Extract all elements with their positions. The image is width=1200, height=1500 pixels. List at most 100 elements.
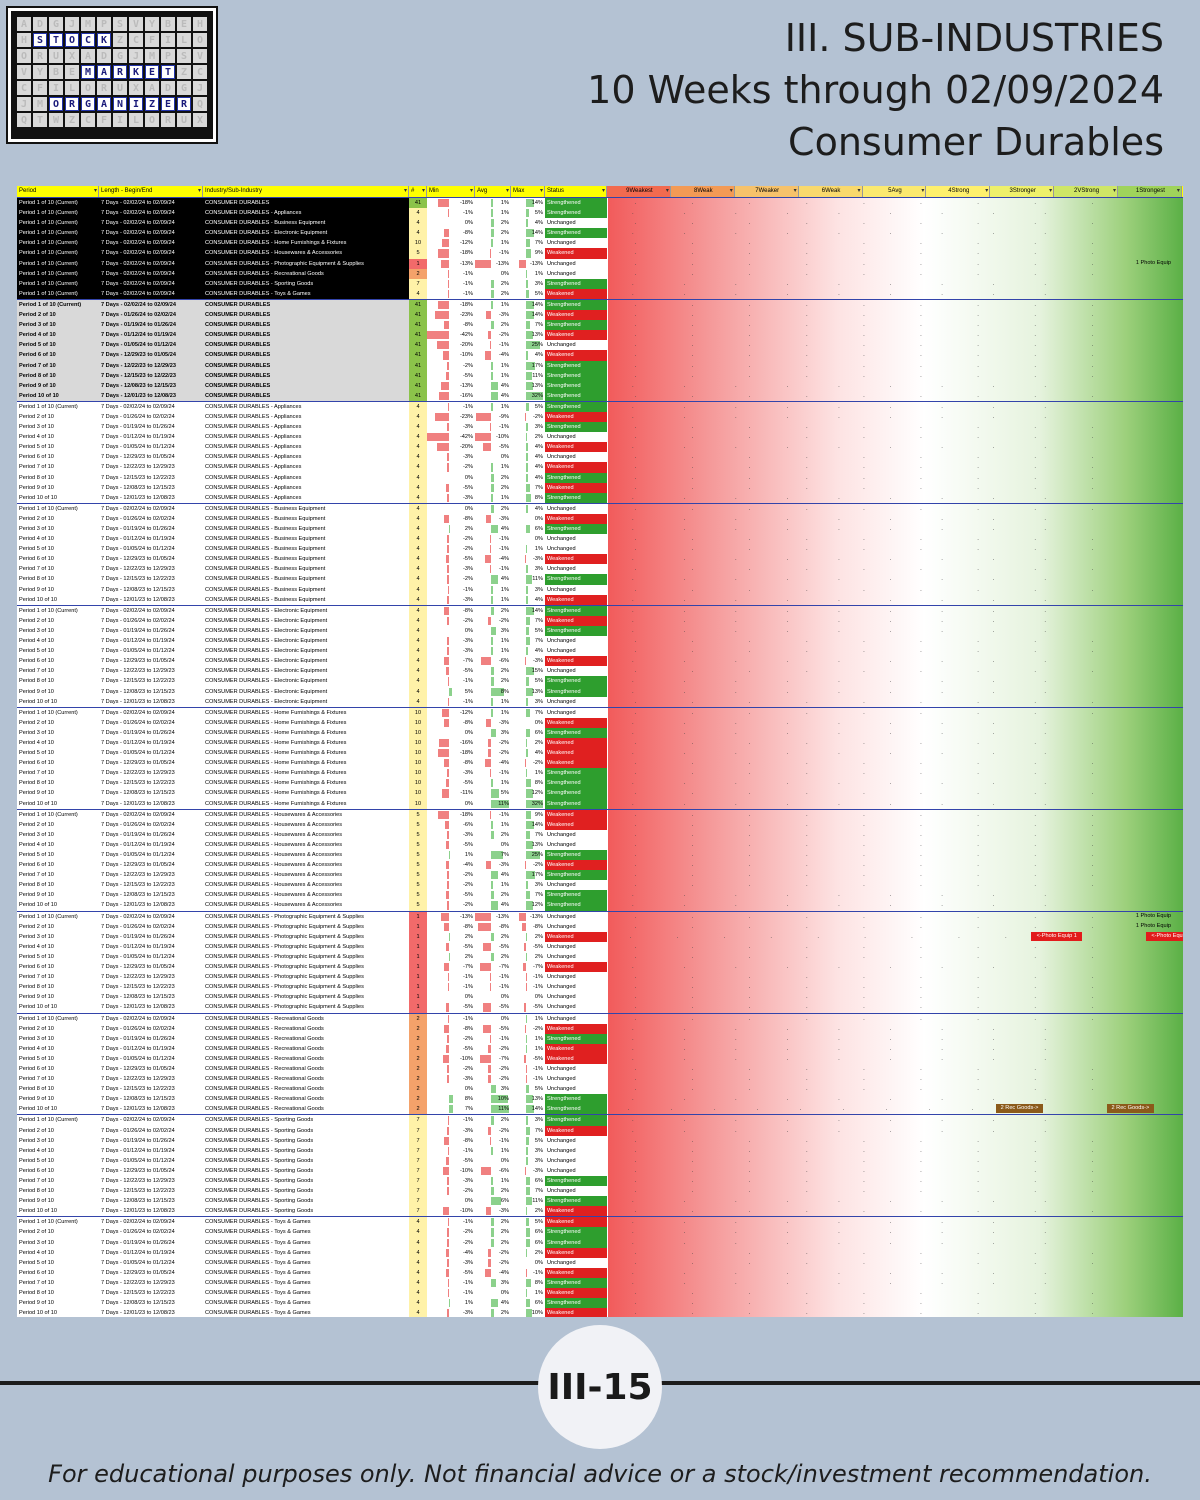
col-max-header[interactable]: Max <box>511 186 545 197</box>
bin-placeholder: . <box>992 688 995 695</box>
max-cell: 3% <box>511 585 545 595</box>
status-cell: Unchanged <box>545 941 607 952</box>
bin-placeholder: . <box>1091 1188 1094 1195</box>
table-row: Period 8 of 10 7 Days - 12/15/23 to 12/22… <box>17 880 1183 891</box>
col-5avg-header[interactable]: 5Avg <box>862 186 927 197</box>
avg-cell-value: 1% <box>500 638 509 645</box>
min-cell: -3% <box>427 1308 475 1317</box>
min-cell: -2% <box>427 1186 475 1196</box>
bin-cell: . <box>778 1248 835 1258</box>
bin-cell: . <box>1064 310 1121 320</box>
max-cell: 7% <box>511 238 545 248</box>
bin-placeholder: . <box>805 1310 808 1317</box>
bin-cell: . <box>1019 402 1071 412</box>
col-count-header[interactable]: # <box>409 186 427 197</box>
table-row: Period 8 of 10 7 Days - 12/15/23 to 12/22… <box>17 1288 1183 1299</box>
col-min-header[interactable]: Min <box>427 186 475 197</box>
col-avg-header[interactable]: Avg <box>475 186 511 197</box>
bin-placeholder: . <box>1091 260 1094 267</box>
bin-placeholder: . <box>691 1178 694 1184</box>
period-cell: Period 6 of 10 <box>19 964 54 971</box>
bin-placeholder: . <box>977 974 979 981</box>
bin-cell: . <box>721 1014 778 1024</box>
bin-cell: . <box>607 248 664 258</box>
col-status-header[interactable]: Status <box>545 186 607 197</box>
length-cell: 7 Days - 01/26/24 to 02/02/24 <box>101 617 175 624</box>
bin-placeholder: . <box>920 709 922 716</box>
logo-cell: C <box>193 65 207 79</box>
count-cell: 2 <box>409 1094 427 1105</box>
bin-placeholder: . <box>1034 831 1037 838</box>
bin-placeholder: . <box>1091 352 1094 359</box>
bin-cell: . <box>778 1136 835 1146</box>
bin-placeholder: . <box>941 494 943 501</box>
bin-cell: . <box>1007 1146 1064 1156</box>
bin-placeholder: . <box>920 913 922 920</box>
avg-cell: 2% <box>475 1308 511 1317</box>
bin-placeholder: . <box>920 434 922 441</box>
bin-cell: . <box>950 371 1007 381</box>
max-cell-bar <box>526 1289 527 1298</box>
bin-placeholder: . <box>786 382 789 389</box>
min-cell-bar <box>436 341 449 350</box>
table-row: Period 10 of 10 7 Days - 12/01/23 to 12/0… <box>17 696 1183 707</box>
bin-placeholder: . <box>1091 638 1094 645</box>
bin-placeholder: . <box>992 596 995 603</box>
bin-placeholder: . <box>920 322 922 329</box>
col-9weakest-header[interactable]: 9Weakest <box>607 186 671 197</box>
bin-placeholder: . <box>1044 556 1046 563</box>
max-cell-bar <box>526 881 528 890</box>
min-cell-value: -5% <box>463 1269 473 1276</box>
bin-placeholder: . <box>735 280 737 287</box>
bin-placeholder: . <box>863 821 865 828</box>
col-period-header[interactable]: Period <box>17 186 99 197</box>
bin-placeholder: . <box>735 1096 737 1103</box>
col-6weak-header[interactable]: 6Weak <box>798 186 863 197</box>
bin-cell: . <box>968 554 1020 564</box>
bin-placeholder: . <box>634 668 637 675</box>
bin-cell: . <box>950 850 1007 860</box>
max-cell-bar <box>526 810 532 819</box>
col-7weaker-header[interactable]: 7Weaker <box>734 186 799 197</box>
count-cell: 10 <box>409 748 427 759</box>
industry-cell: CONSUMER DURABLES - Home Furnishings & F… <box>205 800 347 807</box>
bin-placeholder: . <box>683 382 686 389</box>
bin-cell: . <box>835 422 892 432</box>
bin-cell: . <box>835 942 892 952</box>
max-cell-value: 14% <box>531 821 543 828</box>
col-industry-header[interactable]: Industry/Sub-Industry <box>203 186 409 197</box>
bin-cell: . <box>762 289 814 299</box>
status-cell: Strengthened <box>545 1094 607 1105</box>
col-1strongest-header[interactable]: 1Strongest <box>1118 186 1182 197</box>
bin-cell: . <box>795 932 842 942</box>
bin-cell: . <box>664 1176 721 1186</box>
min-cell: -23% <box>427 412 475 422</box>
bin-placeholder: . <box>735 678 737 685</box>
table-row: Period 6 of 10 7 Days - 12/29/23 to 01/05… <box>17 860 1183 871</box>
min-cell: -1% <box>427 972 475 982</box>
max-cell: -5% <box>511 942 545 952</box>
bin-placeholder: . <box>920 474 922 481</box>
table-row: Period 7 of 10 7 Days - 12/22/23 to 12/29… <box>17 768 1183 779</box>
bin-cell: . <box>664 473 721 483</box>
bin-cell: . <box>916 1268 968 1278</box>
col-3stronger-header[interactable]: 3Stronger <box>990 186 1055 197</box>
bin-cell: . <box>1064 248 1121 258</box>
col-2vstrong-header[interactable]: 2VStrong <box>1054 186 1118 197</box>
col-4strong-header[interactable]: 4Strong <box>926 186 991 197</box>
count-cell: 2 <box>409 1043 427 1054</box>
bin-cell: . <box>778 422 835 432</box>
bin-placeholder: . <box>1091 312 1094 319</box>
min-cell: -20% <box>427 340 475 350</box>
col-8weak-header[interactable]: 8Weak <box>670 186 735 197</box>
min-cell-value: -1% <box>463 280 473 287</box>
bin-cell: . <box>865 1104 908 1114</box>
avg-cell: 2% <box>475 320 511 330</box>
period-cell: Period 10 of 10 <box>19 698 57 705</box>
col-length-header[interactable]: Length - Begin/End <box>99 186 203 197</box>
avg-cell-bar <box>487 749 492 758</box>
bin-placeholder: . <box>1034 220 1037 227</box>
count-cell: 1 <box>409 258 427 269</box>
max-cell: 7% <box>511 1186 545 1196</box>
avg-cell: 1% <box>475 462 511 472</box>
